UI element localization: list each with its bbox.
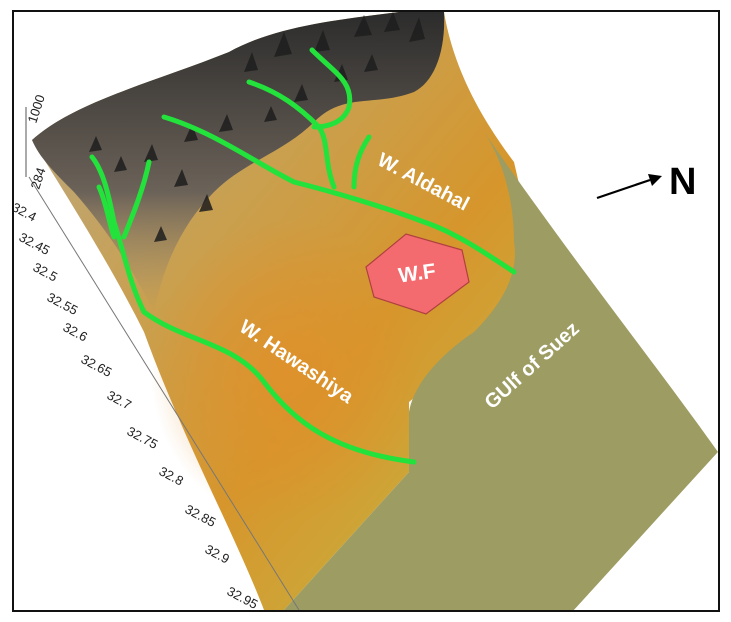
wadi-aldahal-branch-2 xyxy=(246,79,337,190)
axis-tick-5: 32.65 xyxy=(79,351,115,380)
wadi-aldahal-branch-1 xyxy=(309,47,353,130)
wf-marker: W.F xyxy=(365,233,470,315)
wadi-hawashiya-main xyxy=(89,154,417,465)
axis-tick-6: 32.7 xyxy=(105,387,134,412)
axis-tick-10: 32.9 xyxy=(203,541,232,566)
wadi-aldahal-main xyxy=(161,114,517,275)
wadi-hawashiya-branch-1 xyxy=(121,159,152,240)
axis-tick-4: 32.6 xyxy=(61,319,90,344)
wadi-hawashiya-branch-2 xyxy=(96,184,117,240)
mountain-peaks xyxy=(89,12,425,242)
mountain-ridge xyxy=(32,12,445,312)
wadi-aldahal-branch-3 xyxy=(351,134,372,190)
wf-label: W.F xyxy=(397,260,437,288)
north-label: N xyxy=(669,161,696,203)
wadi-network xyxy=(89,47,517,465)
axis-tick-3: 32.55 xyxy=(45,289,81,318)
axis-elevation-tick-1: 284 xyxy=(28,166,49,191)
sea-shadow-edge xyxy=(574,452,718,610)
axis-tick-2: 32.5 xyxy=(31,259,60,284)
map-frame: W.F W. Aldahal W. Hawashiya GUlf of Suez… xyxy=(12,10,720,612)
terrain-3d-map: W.F W. Aldahal W. Hawashiya GUlf of Suez… xyxy=(14,12,718,610)
axis-tick-0: 32.4 xyxy=(14,199,39,224)
gulf-of-suez-sea xyxy=(284,132,718,610)
axis-tick-1: 32.45 xyxy=(17,229,53,258)
axis-elevation-tick-0: 1000 xyxy=(25,93,48,125)
north-arrow: N xyxy=(596,161,696,203)
